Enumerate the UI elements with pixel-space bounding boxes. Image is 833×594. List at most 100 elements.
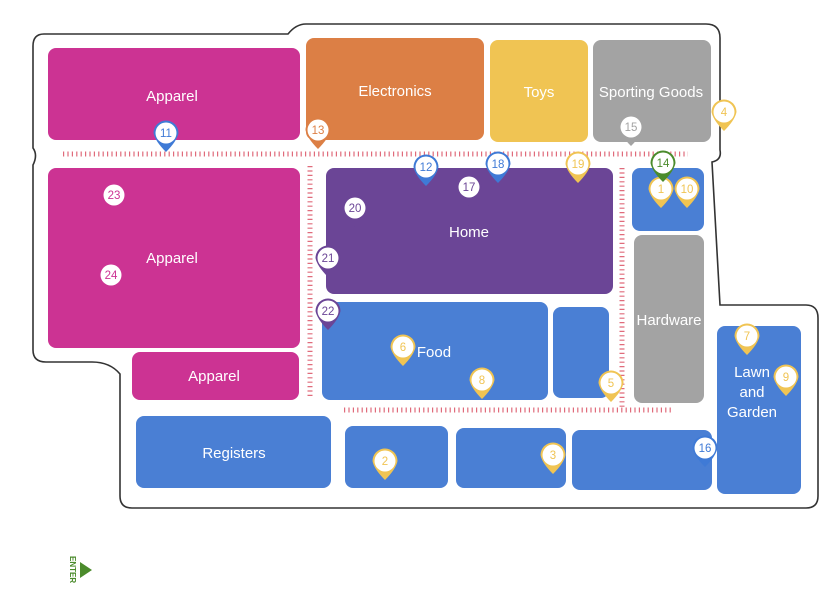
map-pin-number: 14 (657, 158, 670, 170)
department-toys[interactable] (490, 40, 588, 142)
map-pin-10[interactable]: 10 (674, 176, 700, 209)
entrance-label: ENTER (68, 556, 77, 583)
map-pin-badge (775, 366, 797, 388)
map-pin-3[interactable]: 3 (540, 442, 566, 474)
department-label-hardware: Hardware (636, 312, 701, 329)
map-pin-badge (317, 247, 339, 269)
map-pin-number: 18 (492, 159, 505, 171)
map-pin-9[interactable]: 9 (773, 364, 799, 397)
department-home[interactable] (326, 168, 613, 294)
map-pin-24[interactable]: 24 (98, 262, 124, 295)
department-checkout-4[interactable] (572, 430, 712, 490)
map-pin-badge (694, 437, 716, 459)
map-pin-number: 16 (699, 443, 712, 455)
map-pin-badge (471, 369, 493, 391)
map-pin-20[interactable]: 20 (342, 195, 368, 228)
department-registers[interactable] (136, 416, 331, 488)
map-pin-number: 11 (160, 128, 172, 140)
map-pin-number: 2 (382, 456, 388, 468)
map-pin-2[interactable]: 2 (372, 448, 398, 481)
map-pin-badge (542, 444, 564, 466)
map-pin-badge (317, 300, 339, 322)
department-label-sporting-goods: Sporting Goods (599, 84, 703, 101)
department-label-apparel-bottom: Apparel (188, 368, 240, 385)
map-pin-number: 21 (322, 253, 335, 265)
map-pin-number: 17 (463, 182, 476, 194)
department-label-lawn-and-garden: Lawn and Garden (727, 364, 777, 421)
map-pin-13[interactable]: 13 (305, 117, 331, 149)
map-pin-badge (650, 178, 672, 200)
entrance-marker[interactable]: ENTER (68, 556, 92, 583)
map-pin-number: 19 (572, 159, 585, 171)
map-pin-8[interactable]: 8 (469, 367, 495, 400)
map-pin-number: 9 (783, 372, 789, 384)
map-pin-badge (458, 176, 480, 198)
map-pin-18[interactable]: 18 (485, 151, 511, 184)
department-label-apparel-left: Apparel (146, 250, 198, 267)
map-pin-12[interactable]: 12 (413, 154, 439, 187)
map-pin-badge (600, 372, 622, 394)
map-pin-15[interactable]: 15 (618, 114, 644, 147)
map-pin-4[interactable]: 4 (711, 99, 737, 132)
map-pin-5[interactable]: 5 (598, 370, 624, 403)
department-label-toys: Toys (524, 84, 555, 101)
map-pin-number: 6 (400, 342, 406, 354)
map-pin-number: 1 (658, 184, 664, 196)
map-pin-badge (676, 178, 698, 200)
map-pin-badge (155, 122, 177, 144)
map-pin-number: 13 (312, 125, 325, 137)
map-pin-badge (713, 101, 735, 123)
map-pin-number: 3 (550, 450, 556, 462)
map-pin-number: 15 (625, 122, 638, 134)
map-pin-badge (487, 153, 509, 175)
department-food-annex[interactable] (553, 307, 609, 398)
map-pin-1[interactable]: 1 (648, 176, 674, 209)
map-pin-number: 24 (105, 270, 118, 282)
map-pin-number: 12 (420, 162, 433, 174)
map-pin-14[interactable]: 14 (650, 150, 676, 183)
department-hardware[interactable] (634, 235, 704, 403)
map-pin-17[interactable]: 17 (456, 174, 482, 207)
map-pin-badge (652, 152, 674, 174)
map-pin-badge (567, 153, 589, 175)
map-pin-number: 7 (744, 331, 750, 343)
map-pin-16[interactable]: 16 (692, 435, 718, 468)
map-pin-21[interactable]: 21 (315, 245, 341, 278)
map-pin-number: 5 (608, 378, 614, 390)
entrance-arrow-icon (80, 562, 92, 578)
map-pin-badge (736, 325, 758, 347)
map-pin-badge (103, 184, 125, 206)
map-pin-badge (344, 197, 366, 219)
map-pin-badge (392, 336, 414, 358)
department-label-food: Food (417, 344, 451, 361)
map-pin-23[interactable]: 23 (101, 182, 127, 215)
aisle-rails (63, 151, 688, 413)
map-pin-number: 20 (349, 203, 362, 215)
department-label-registers: Registers (202, 445, 265, 462)
department-apparel-bottom[interactable] (132, 352, 299, 400)
map-pin-6[interactable]: 6 (390, 334, 416, 366)
map-pin-number: 10 (681, 184, 694, 196)
map-pin-11[interactable]: 11 (153, 120, 179, 152)
map-pin-badge (374, 450, 396, 472)
map-pin-22[interactable]: 22 (315, 298, 341, 331)
department-apparel-top[interactable] (48, 48, 300, 140)
map-pin-badge (100, 264, 122, 286)
map-pin-badge (620, 116, 642, 138)
map-pin-number: 4 (721, 107, 728, 119)
department-label-apparel-top: Apparel (146, 88, 198, 105)
map-pin-7[interactable]: 7 (734, 323, 760, 356)
department-electronics[interactable] (306, 38, 484, 140)
department-checkout-3[interactable] (456, 428, 566, 488)
department-label-electronics: Electronics (358, 83, 431, 100)
department-sporting-goods[interactable] (593, 40, 711, 142)
department-apparel-left[interactable] (48, 168, 300, 348)
map-pin-badge (415, 156, 437, 178)
map-pin-number: 8 (479, 375, 485, 387)
map-pin-19[interactable]: 19 (565, 151, 591, 184)
map-pin-number: 22 (322, 306, 335, 318)
map-pin-number: 23 (108, 190, 121, 202)
map-pin-badge (307, 119, 329, 141)
